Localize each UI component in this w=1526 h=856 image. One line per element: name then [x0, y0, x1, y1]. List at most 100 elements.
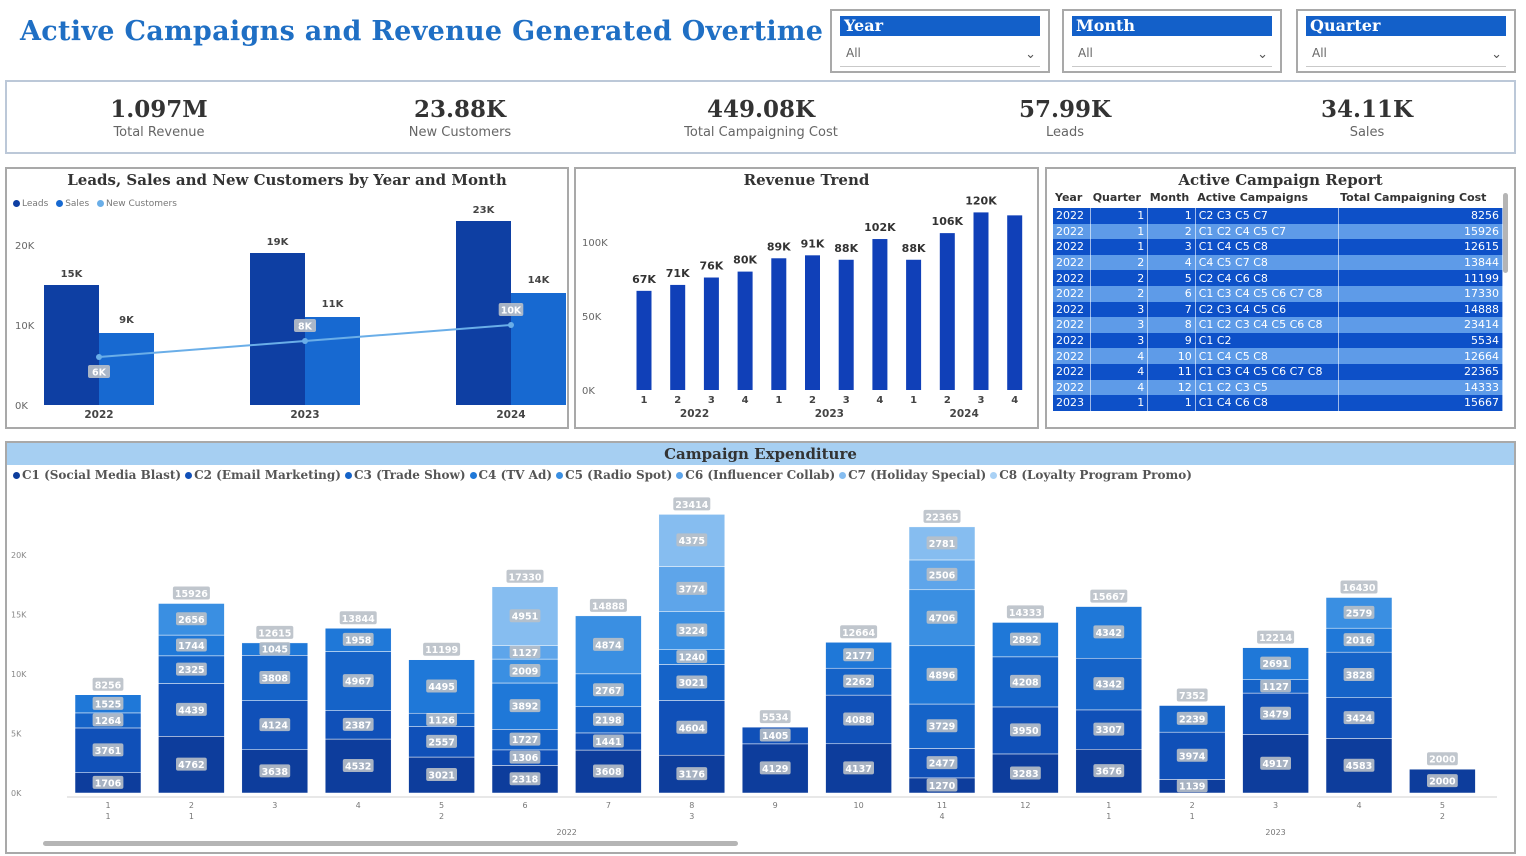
legend-dot-icon: [13, 472, 20, 479]
segment-data-label: 2781: [929, 539, 955, 550]
report-scrollbar[interactable]: [1503, 193, 1508, 273]
x-tick-label: 4: [1356, 801, 1361, 810]
table-cell: 2: [1090, 285, 1149, 302]
col-header[interactable]: Year: [1055, 191, 1083, 204]
bar-total-label: 8256: [95, 680, 122, 691]
chevron-down-icon[interactable]: ⌄: [1025, 47, 1036, 62]
y-tick-label: 20K: [15, 241, 35, 252]
chevron-down-icon[interactable]: ⌄: [1257, 47, 1268, 62]
segment-data-label: 4342: [1096, 680, 1122, 691]
table-row[interactable]: 2022 4 11 C1 C3 C4 C5 C6 C7 C8 22365: [1053, 363, 1504, 380]
segment-data-label: 3676: [1096, 767, 1123, 778]
table-cell: 3: [1090, 301, 1149, 318]
segment-data-label: 4124: [262, 721, 289, 732]
leads-data-label: 15K: [61, 269, 84, 280]
table-row[interactable]: 2022 4 10 C1 C4 C5 C8 12664: [1053, 348, 1504, 364]
table-row[interactable]: 2022 2 5 C2 C4 C6 C8 11199: [1053, 270, 1504, 286]
segment-data-label-bg: [926, 778, 958, 792]
quarter-dropdown[interactable]: All ⌄: [1306, 41, 1506, 67]
table-row[interactable]: 2022 1 2 C1 C2 C4 C5 C7 15926: [1053, 223, 1504, 240]
segment-data-label-bg: [676, 720, 708, 734]
leads-sales-chart-panel[interactable]: Leads, Sales and New Customers by Year a…: [5, 167, 569, 429]
kpi-total-campaigning-cost: 449.08K Total Campaigning Cost: [641, 96, 881, 140]
kpi-value: 23.88K: [413, 96, 506, 123]
table-cell: C1 C4 C5 C8: [1195, 348, 1339, 364]
col-header[interactable]: Active Campaigns: [1197, 191, 1309, 204]
x-tick-label: 5: [1440, 801, 1445, 810]
x-tick-label: 3: [978, 395, 985, 406]
expenditure-segment: [575, 749, 642, 794]
x-tick-label: 3: [272, 801, 277, 810]
table-cell: 14333: [1338, 379, 1504, 396]
table-cell: 1: [1147, 395, 1196, 411]
chevron-down-icon[interactable]: ⌄: [1491, 47, 1502, 62]
table-cell: 2023: [1053, 395, 1092, 411]
col-header[interactable]: Quarter: [1092, 191, 1141, 204]
table-row[interactable]: 2022 3 7 C2 C3 C4 C5 C6 14888: [1053, 301, 1504, 318]
table-cell: 4: [1090, 348, 1149, 364]
table-cell: 2022: [1053, 348, 1092, 364]
x-tick-label: 12: [1020, 801, 1030, 810]
month-dropdown-value: All: [1078, 46, 1093, 60]
table-row[interactable]: 2022 4 12 C1 C2 C3 C5 14333: [1053, 379, 1504, 396]
revenue-trend-panel[interactable]: Revenue Trend 0K 50K 100K 67K 1 71K 2 76K 3 80K 4 8…: [574, 167, 1039, 429]
segment-data-label: 3283: [1012, 769, 1038, 780]
segment-data-label-bg: [926, 756, 958, 770]
bar-total-label: 12664: [842, 628, 875, 639]
bar-total-label: 16430: [1342, 583, 1375, 594]
revenue-bar: [838, 259, 854, 390]
table-row[interactable]: 2022 3 9 C1 C2 5534: [1053, 332, 1504, 349]
x-tick-label: 1: [910, 395, 917, 406]
segment-data-label-bg: [926, 719, 958, 733]
legend-dot-icon: [990, 472, 998, 479]
table-row[interactable]: 2022 2 6 C1 C3 C4 C5 C6 C7 C8 17330: [1053, 285, 1504, 302]
new-customers-data-label-bg: [88, 365, 110, 378]
segment-data-label: 4342: [1096, 628, 1122, 639]
new-customers-point: [96, 354, 102, 360]
year-dropdown[interactable]: All ⌄: [840, 41, 1040, 67]
table-cell: 17330: [1338, 285, 1504, 302]
table-cell: 2022: [1053, 332, 1092, 349]
table-cell: 2022: [1053, 208, 1092, 224]
table-row[interactable]: 2022 1 3 C1 C4 C5 C8 12615: [1053, 239, 1504, 255]
month-dropdown[interactable]: All ⌄: [1072, 41, 1272, 67]
table-row[interactable]: 2022 3 8 C1 C2 C3 C4 C5 C6 C8 23414: [1053, 317, 1504, 333]
quarter-slicer[interactable]: Quarter All ⌄: [1296, 9, 1516, 73]
campaign-expenditure-panel[interactable]: Campaign Expenditure C1 (Social Media Bl…: [5, 441, 1516, 854]
legend-dot-icon: [469, 472, 477, 479]
y-tick-label: 0K: [582, 386, 595, 397]
month-slicer[interactable]: Month All ⌄: [1062, 9, 1282, 73]
segment-data-label: 4874: [595, 640, 622, 651]
table-row[interactable]: 2023 1 1 C1 C4 C6 C8 15667: [1053, 395, 1504, 411]
table-row[interactable]: 2022 2 4 C4 C5 C7 C8 13844: [1053, 254, 1504, 271]
quarter-axis-label: 3: [689, 812, 694, 821]
leads-dot-icon: [13, 200, 20, 207]
x-tick-label: 4: [356, 801, 361, 810]
table-cell: C1 C3 C4 C5 C6 C7 C8: [1195, 285, 1339, 302]
segment-data-label-bg: [92, 775, 124, 789]
kpi-strip: 1.097M Total Revenue 23.88K New Customers …: [5, 80, 1516, 154]
horizontal-scrollbar[interactable]: [43, 841, 738, 846]
revenue-data-label: 67K: [632, 273, 656, 286]
report-table: Year Quarter Month Active Campaigns Tota…: [1053, 191, 1504, 411]
y-tick-label: 10K: [11, 670, 27, 679]
col-header[interactable]: Month: [1149, 191, 1190, 204]
expenditure-legend: C1 (Social Media Blast) C2 (Email Marketi…: [13, 468, 1196, 482]
bar-total-label-bg: [759, 710, 791, 724]
x-tick-label: 4: [876, 395, 883, 406]
segment-data-label-bg: [676, 581, 708, 595]
segment-data-label: 3176: [679, 770, 706, 781]
table-cell: C1 C2 C3 C5: [1195, 379, 1339, 396]
col-header[interactable]: Total Campaigning Cost: [1340, 191, 1487, 204]
legend-dot-icon: [185, 472, 193, 479]
table-cell: 5: [1147, 270, 1196, 286]
active-campaign-report-panel[interactable]: Active Campaign Report Year Quarter Mont…: [1045, 167, 1516, 429]
segment-data-label: 3729: [929, 722, 955, 733]
table-row[interactable]: 2022 1 1 C2 C3 C5 C7 8256: [1053, 208, 1504, 224]
segment-data-label: 2239: [1179, 714, 1205, 725]
revenue-bar: [670, 284, 686, 390]
segment-data-label: 1306: [512, 753, 539, 764]
year-slicer[interactable]: Year All ⌄: [830, 9, 1050, 73]
segment-data-label-bg: [1010, 723, 1041, 737]
x-tick-label: 5: [439, 801, 444, 810]
